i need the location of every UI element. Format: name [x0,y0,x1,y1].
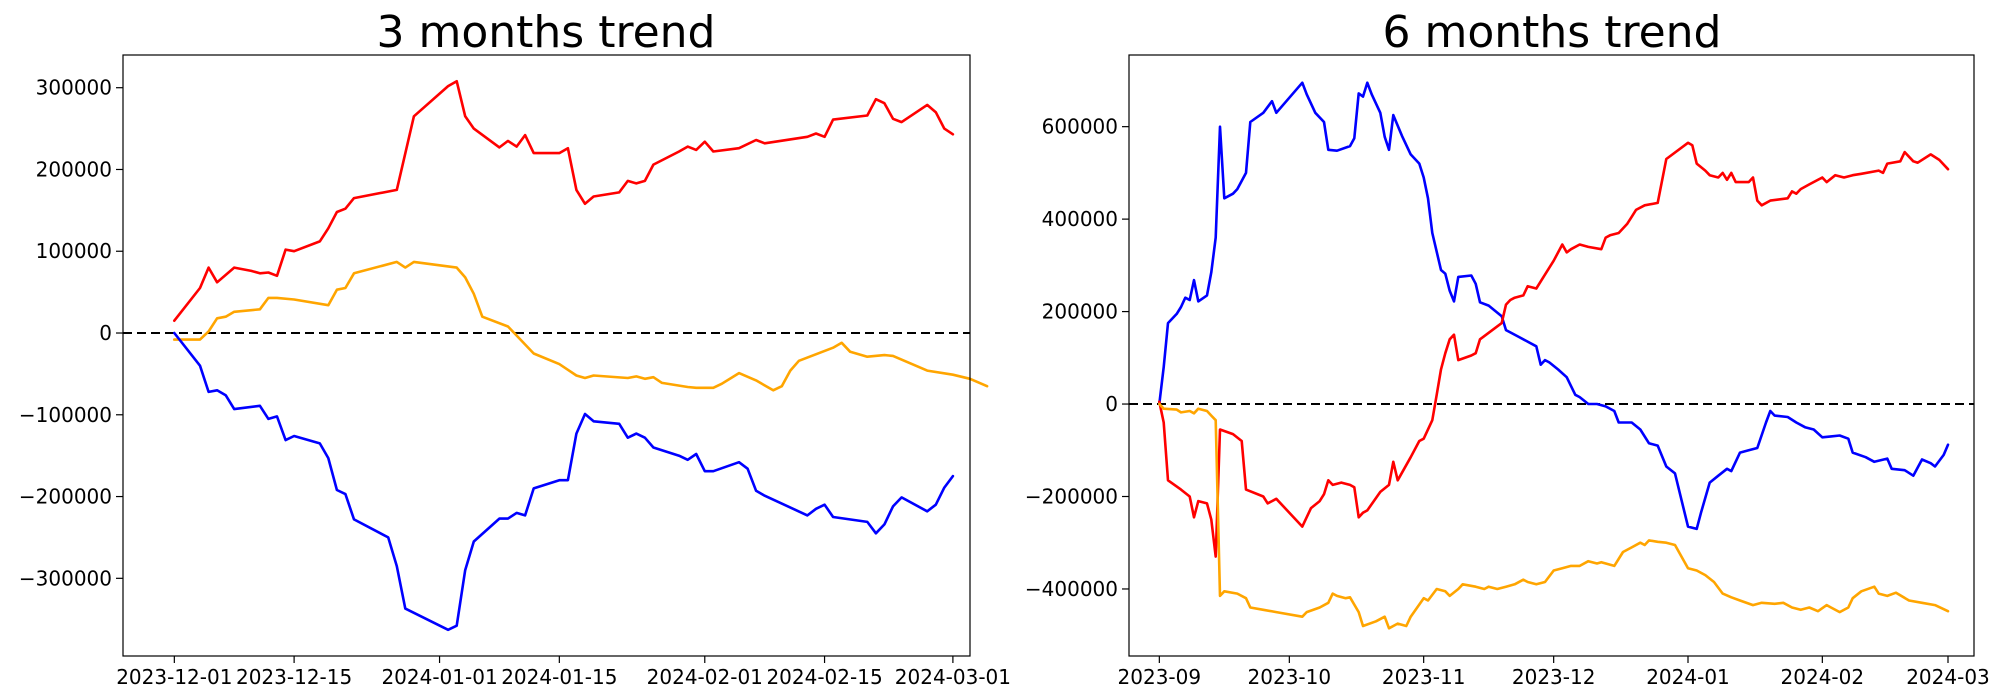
chart-panel-6-months: 6 months trend −400000 −200000 0 200000 4000… [1025,7,1990,689]
series-line-2 [1158,402,1950,630]
x-tick-label: 2024-02 [1781,665,1865,689]
y-tick-label: −100000 [19,403,112,427]
axes-frame [122,54,971,657]
x-tick-label: 2024-02-01 [647,665,763,689]
y-tick-label: −300000 [19,566,112,590]
x-tick-label: 2023-12-15 [236,665,352,689]
x-tick-label: 2024-03 [1906,665,1990,689]
series-line-1 [173,260,989,392]
y-tick-label: 600000 [1042,115,1118,139]
series-line-0 [1158,81,1950,531]
series-line-0 [173,79,955,323]
y-tick-label: −200000 [1025,485,1118,509]
x-tick-label: 2023-11 [1382,665,1466,689]
y-tick-label: 300000 [36,76,112,100]
x-tick-label: 2024-01-15 [501,665,617,689]
y-tick-label: 100000 [36,239,112,263]
x-tick-label: 2024-03-01 [895,665,1011,689]
x-tick-label: 2024-01 [1646,665,1730,689]
chart-panel-3-months: 3 months trend −300000 −200000 −100000 0 100… [19,7,1011,689]
y-tick-label: 200000 [36,157,112,181]
x-tick-label: 2023-12-01 [116,665,232,689]
y-tick-label: 0 [99,321,112,345]
y-tick-label: 400000 [1042,207,1118,231]
series-line-1 [1158,141,1950,558]
y-tick-label: −200000 [19,485,112,509]
x-tick-label: 2024-01-01 [381,665,497,689]
chart-title-6-months: 6 months trend [1383,7,1722,58]
axes-frame [1128,54,1975,657]
x-tick-label: 2023-10 [1248,665,1332,689]
y-tick-label: 200000 [1042,300,1118,324]
y-tick-label: −400000 [1025,577,1118,601]
y-tick-label: 0 [1105,392,1118,416]
x-tick-label: 2023-12 [1512,665,1596,689]
series-line-2 [173,331,955,632]
chart-title-3-months: 3 months trend [377,7,716,58]
x-tick-label: 2024-02-15 [766,665,882,689]
x-tick-label: 2023-09 [1118,665,1202,689]
